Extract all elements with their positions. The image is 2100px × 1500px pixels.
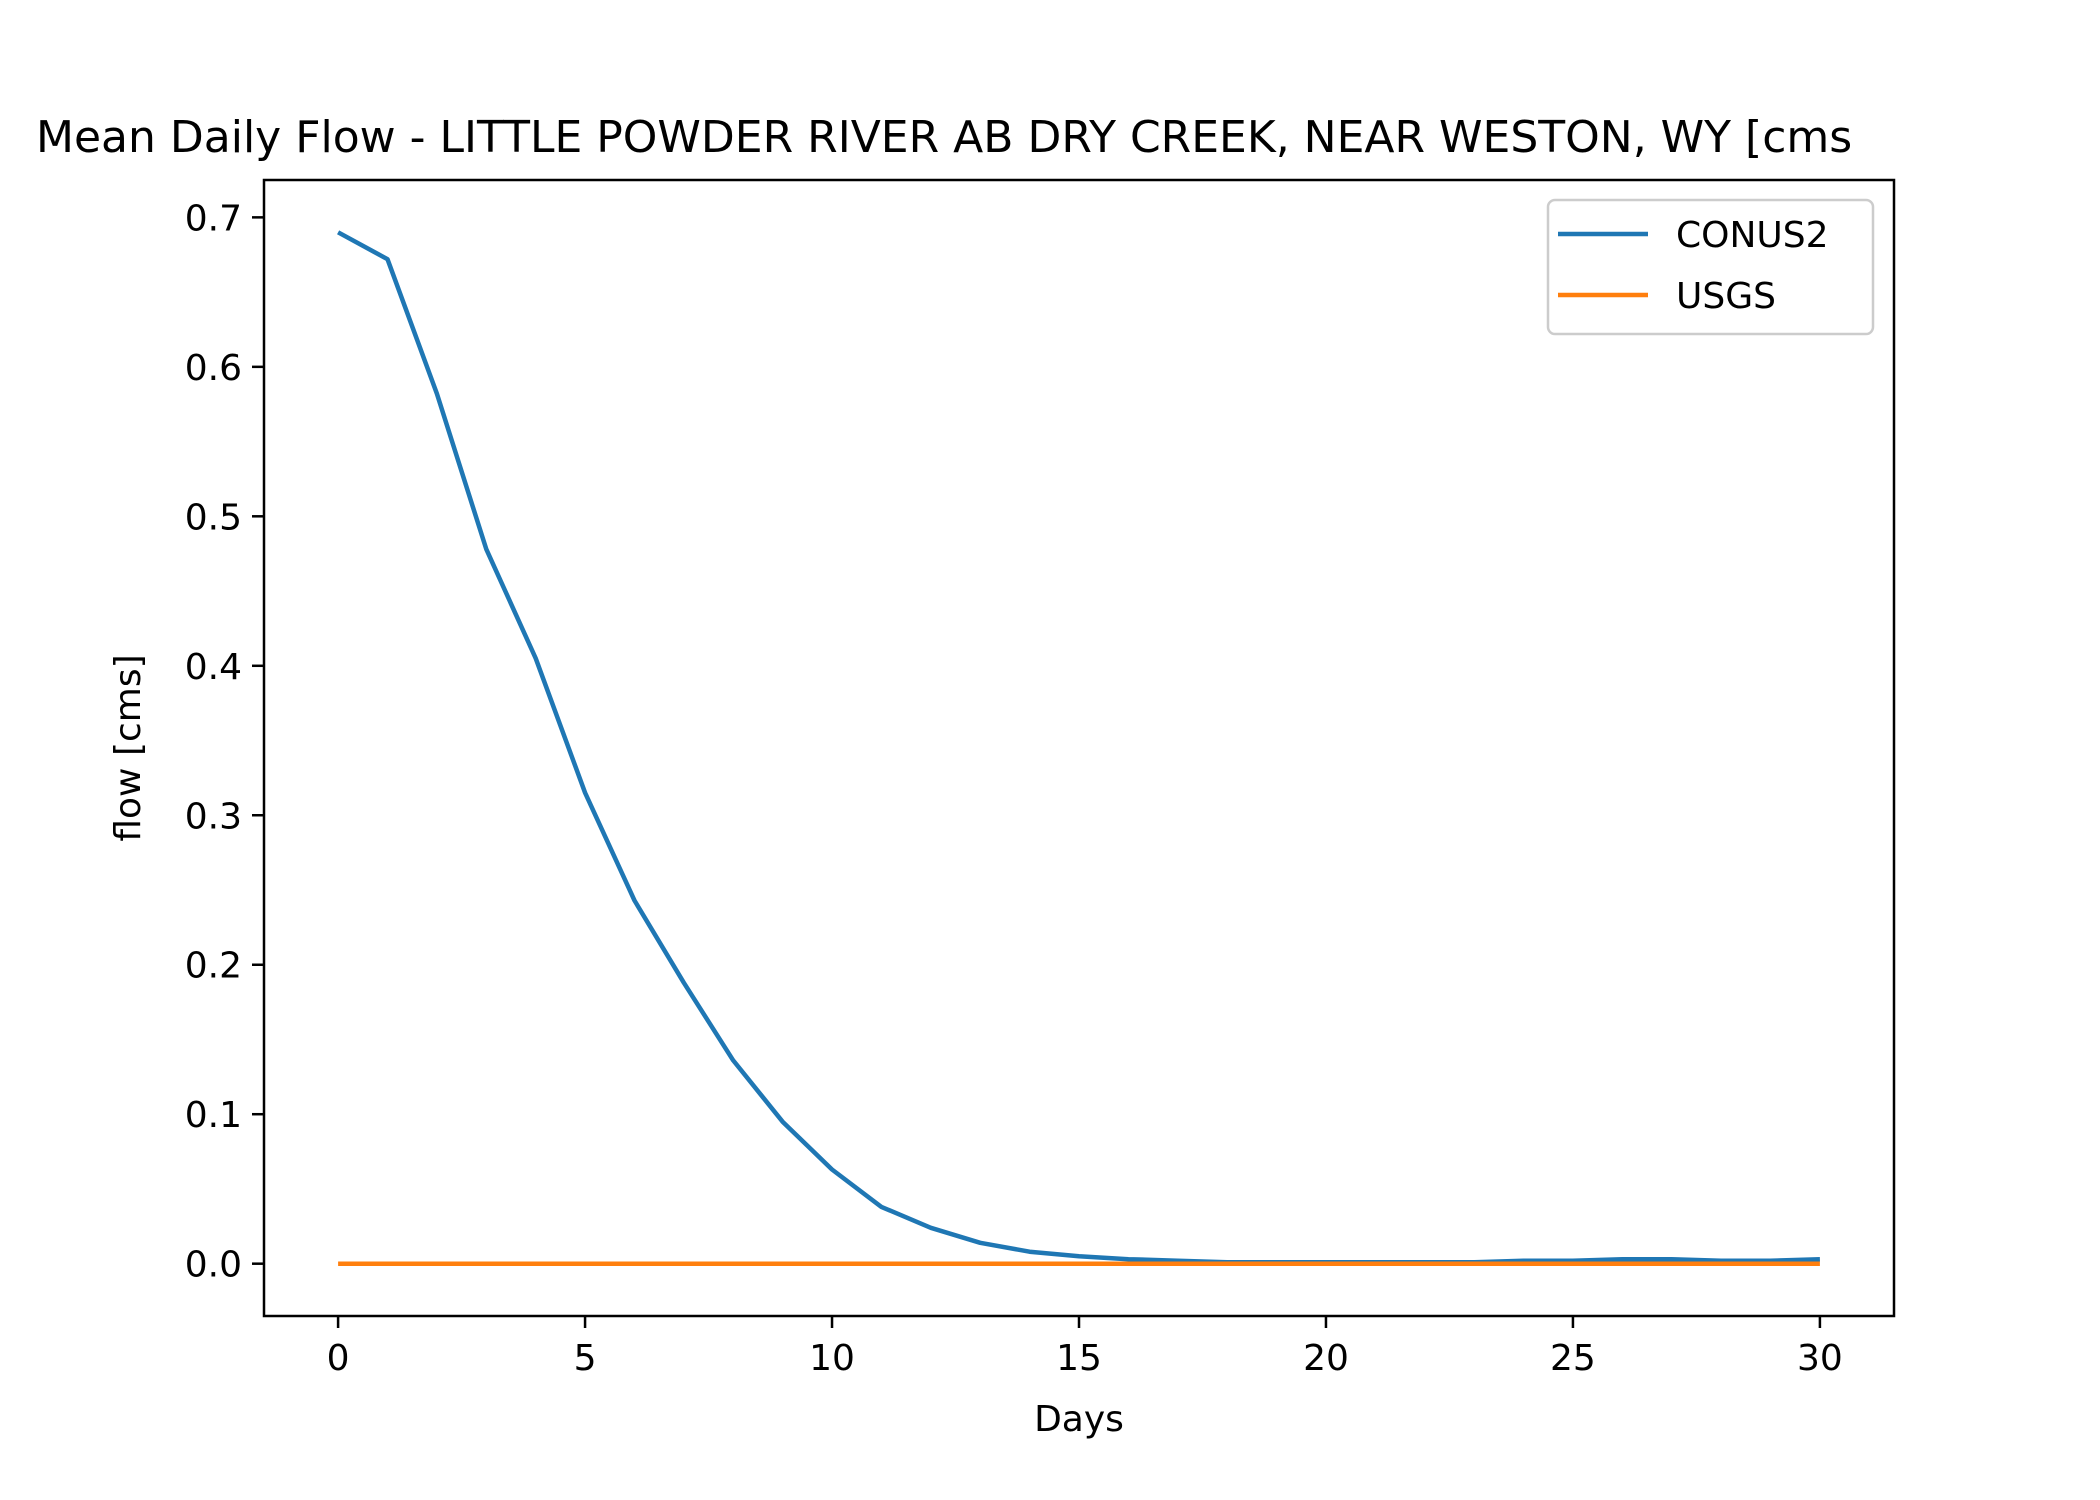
x-tick-label: 20 [1303, 1338, 1349, 1379]
y-tick-label: 0.3 [185, 796, 242, 837]
y-axis-label: flow [cms] [108, 654, 149, 841]
legend-label-1: USGS [1676, 276, 1776, 317]
y-tick-label: 0.7 [185, 198, 242, 239]
legend: CONUS2 USGS [1546, 198, 1875, 336]
x-tick-label: 30 [1797, 1338, 1843, 1379]
y-tick-label: 0.1 [185, 1095, 242, 1136]
y-tick-label: 0.2 [185, 946, 242, 987]
series-line-0 [337, 230, 1820, 1265]
y-tick-label: 0.4 [185, 647, 242, 688]
x-axis-label: Days [1034, 1399, 1124, 1440]
y-tick-label: 0.0 [185, 1245, 242, 1286]
x-tick-label: 10 [809, 1338, 855, 1379]
plot-lines [337, 230, 1820, 1266]
x-tick-label: 0 [327, 1338, 350, 1379]
chart-title: Mean Daily Flow - LITTLE POWDER RIVER AB… [36, 112, 1852, 163]
y-axis: 0.0 0.1 0.2 0.3 0.4 0.5 0.6 0.7 [185, 198, 264, 1286]
x-axis: 0 5 10 15 20 25 30 [327, 1316, 1843, 1379]
x-tick-label: 15 [1056, 1338, 1102, 1379]
y-tick-label: 0.5 [185, 497, 242, 538]
legend-label-0: CONUS2 [1676, 215, 1829, 256]
x-tick-label: 25 [1550, 1338, 1596, 1379]
y-tick-label: 0.6 [185, 348, 242, 389]
x-tick-label: 5 [574, 1338, 597, 1379]
